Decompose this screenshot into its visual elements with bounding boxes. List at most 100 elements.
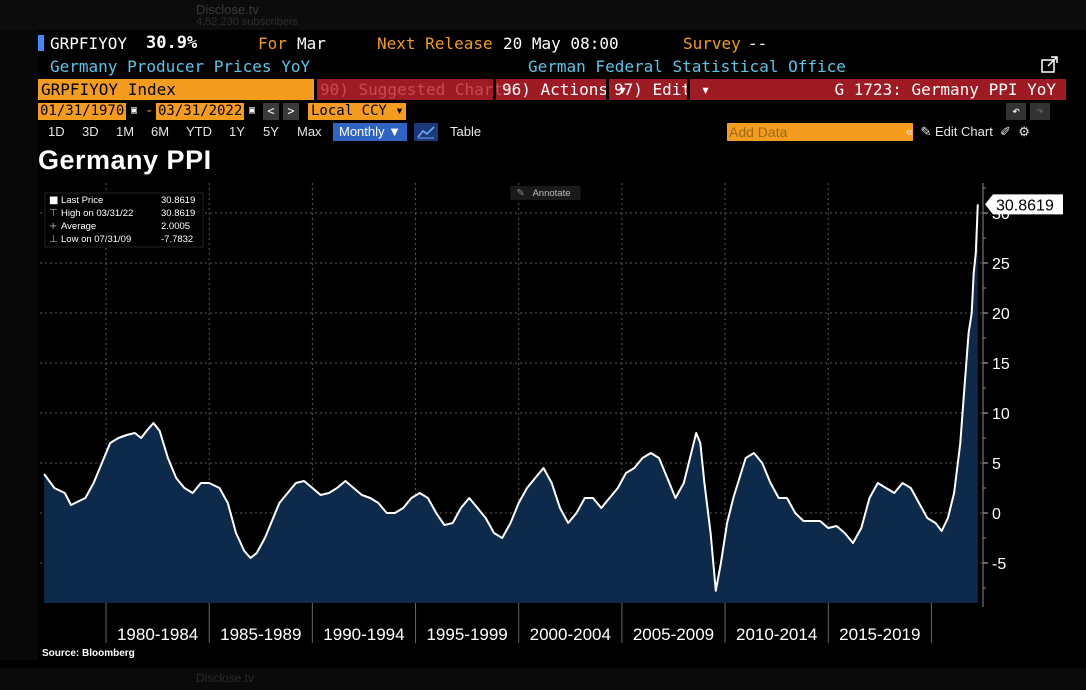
for-label: For (258, 34, 287, 53)
current-value-label: 30.8619 (985, 194, 1063, 215)
y-tick-label: 10 (992, 406, 1010, 423)
range-3d[interactable]: 3D (82, 124, 99, 139)
current-value-box (985, 194, 1063, 215)
date-range-bar: 01/31/1970 ▣ - 03/31/2022 ▣ < > Local CC… (38, 102, 1066, 121)
series-name: Germany Producer Prices YoY (50, 57, 311, 76)
series-line (43, 204, 979, 592)
prev-arrow-icon[interactable]: < (263, 103, 279, 120)
range-6m[interactable]: 6M (151, 124, 170, 139)
popout-icon[interactable] (1041, 56, 1059, 74)
legend-marker: ■ (49, 195, 58, 206)
survey-value: -- (748, 34, 768, 53)
legend-value: -7.7832 (161, 234, 193, 245)
annotate-control: Annotate ✎ (510, 186, 581, 200)
background-subscribers: 4,52,230 subscribers (196, 16, 299, 28)
x-tick-label: 2015-2019 (839, 625, 920, 644)
source-note: Source: Bloomberg (42, 648, 135, 659)
legend-marker: ⊤ (49, 208, 58, 219)
calendar-icon[interactable]: ▣ (131, 105, 138, 116)
y-tick-label: 0 (992, 506, 1001, 523)
suggested-charts-button[interactable]: 90) Suggested Charts (320, 80, 513, 99)
calendar-icon[interactable]: ▣ (249, 105, 256, 116)
legend-value: 30.8619 (161, 195, 195, 206)
separator (314, 79, 317, 100)
legend-label: Last Price (61, 195, 103, 206)
y-tick-label: 25 (992, 256, 1010, 273)
range-1y[interactable]: 1Y (229, 124, 245, 139)
function-bar: GRPFIYOY Index 90) Suggested Charts 96) … (38, 79, 1066, 100)
chart-area (43, 204, 979, 603)
legend-value: 30.8619 (161, 208, 195, 219)
line-chart-icon[interactable] (414, 123, 438, 141)
edit-chart-button[interactable]: Edit Chart (935, 124, 993, 139)
annotate-label: Annotate (532, 188, 570, 199)
draw-icon[interactable]: ✐ (1000, 124, 1011, 139)
x-tick-label: 1990-1994 (323, 625, 404, 644)
legend-box (44, 192, 204, 248)
range-ytd[interactable]: YTD (186, 124, 212, 139)
next-release-value: 20 May 08:00 (503, 34, 619, 53)
background-left-strip (0, 30, 38, 660)
collapse-icon[interactable]: « (906, 124, 914, 139)
end-date-field[interactable]: 03/31/2022 (156, 103, 245, 120)
currency-label: Local CCY (311, 103, 387, 119)
for-month: Mar (297, 34, 326, 53)
x-tick-label: 1985-1989 (220, 625, 301, 644)
range-1d[interactable]: 1D (48, 124, 65, 139)
security-field[interactable]: GRPFIYOY Index (38, 79, 314, 100)
series-area (44, 204, 978, 603)
x-tick-label: 2000-2004 (530, 625, 611, 644)
y-tick-label: -5 (992, 556, 1006, 573)
pencil-icon[interactable]: ✎ (920, 124, 932, 139)
series-description: Germany Producer Prices YoY German Feder… (38, 56, 1066, 78)
legend-label: Low on 07/31/09 (61, 234, 131, 245)
range-bar: 1D 3D 1M 6M YTD 1Y 5Y Max Monthly ▼ Tabl… (38, 122, 1066, 141)
start-date-field[interactable]: 01/31/1970 (38, 103, 127, 120)
legend-label: Average (61, 221, 96, 232)
separator (493, 79, 496, 100)
x-tick-label: 1995-1999 (426, 625, 507, 644)
terminal-panel: GRPFIYOY 30.9% For Mar Next Release 20 M… (38, 32, 1066, 668)
legend-marker: ⊥ (49, 234, 58, 245)
date-dash: - (145, 103, 154, 119)
chart-tools: « ✎ Edit Chart ✐ ⚙ (906, 124, 1030, 140)
current-value-text: 30.8619 (996, 197, 1054, 214)
pencil-icon: ✎ (516, 188, 524, 199)
background-bottom-channel: Disclose.tv (196, 671, 255, 685)
x-tick-label: 2010-2014 (736, 625, 817, 644)
y-tick-label: 5 (992, 456, 1001, 473)
x-axis: 1980-1984 1985-1989 1990-1994 1995-1999 2000… (105, 603, 932, 644)
y-tick-label: 20 (992, 306, 1010, 323)
range-max[interactable]: Max (297, 124, 322, 139)
legend-label: High on 03/31/22 (61, 208, 133, 219)
range-5y[interactable]: 5Y (263, 124, 279, 139)
add-data-input[interactable]: Add Data (727, 123, 913, 141)
table-button[interactable]: Table (450, 124, 482, 139)
chart-id-title: G 1723: Germany PPI YoY (834, 80, 1056, 99)
x-tick-label: 1980-1984 (117, 625, 198, 644)
ticker-marker (38, 35, 44, 51)
separator (687, 79, 690, 100)
gear-icon[interactable]: ⚙ (1018, 124, 1030, 139)
legend-marker: + (49, 221, 57, 232)
next-release-label: Next Release (377, 34, 493, 53)
source-organization: German Federal Statistical Office (528, 57, 846, 76)
edit-menu[interactable]: 97) Edit ▾ (614, 80, 711, 99)
frequency-select[interactable]: Monthly ▼ (333, 123, 407, 141)
x-tick-label: 2005-2009 (633, 625, 714, 644)
background-footer: Disclose.tv (0, 668, 1086, 690)
survey-label: Survey (683, 34, 741, 53)
background-channel-name: Disclose.tv (196, 2, 259, 17)
actions-menu[interactable]: 96) Actions ▾ (502, 80, 628, 99)
range-1m[interactable]: 1M (116, 124, 135, 139)
legend-value: 2.0005 (161, 221, 190, 232)
redo-icon[interactable]: ↷ (1030, 103, 1050, 120)
separator (606, 79, 609, 100)
next-arrow-icon[interactable]: > (283, 103, 299, 120)
currency-select[interactable]: Local CCY ▾ (308, 103, 406, 120)
ticker-symbol[interactable]: GRPFIYOY (50, 34, 128, 53)
chart-title: Germany PPI (38, 145, 212, 175)
undo-icon[interactable]: ↶ (1006, 103, 1026, 120)
